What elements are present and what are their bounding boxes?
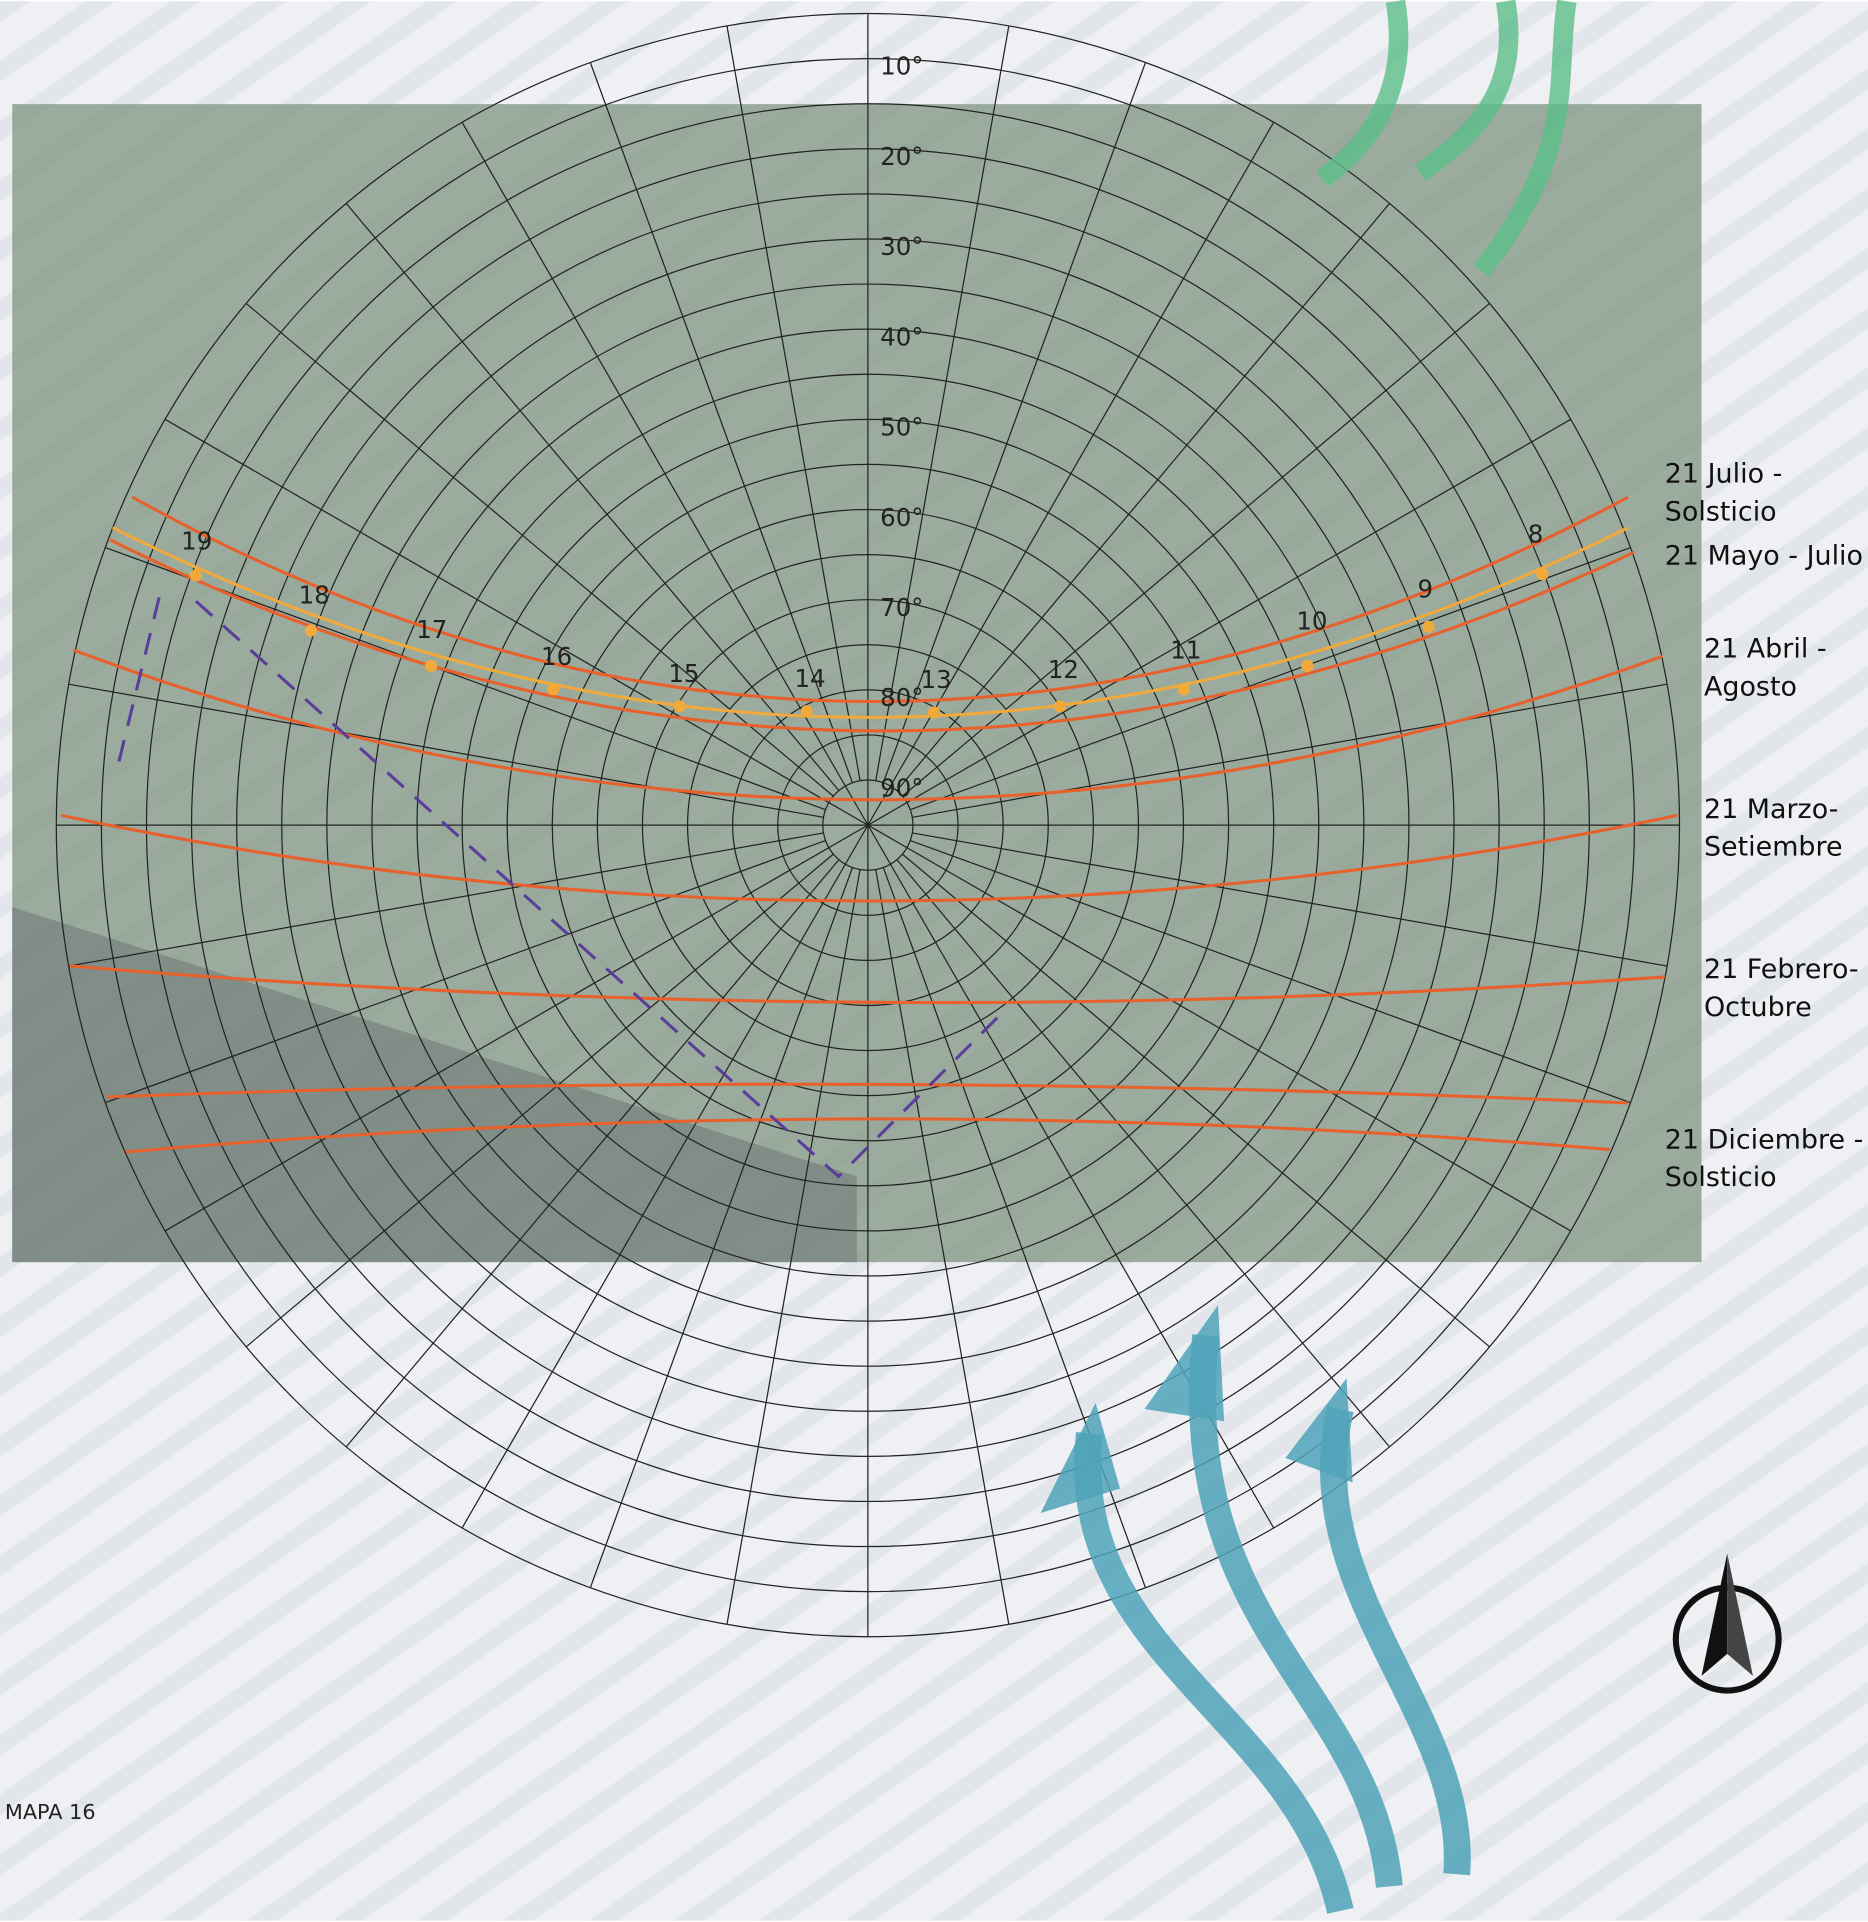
- hour-dot: [1301, 659, 1314, 673]
- hour-dot: [1177, 683, 1190, 696]
- sun-path-curve: [131, 495, 1629, 703]
- hour-label: 16: [541, 642, 572, 671]
- azimuth-line: [882, 62, 1147, 783]
- hour-label: 10: [1296, 606, 1327, 635]
- date-label: 21 Julio -: [1665, 458, 1783, 489]
- azimuth-line: [726, 25, 861, 781]
- sun-path-curve: [125, 1117, 1610, 1154]
- azimuth-line: [461, 824, 869, 1529]
- date-label: 21 Mayo - Julio: [1665, 540, 1863, 571]
- azimuth-line: [902, 302, 1491, 797]
- altitude-label: 10°: [880, 52, 923, 81]
- hour-dot: [424, 659, 438, 673]
- altitude-label: 80°: [880, 683, 923, 712]
- altitude-label: 40°: [880, 322, 923, 351]
- wind-arrows-north: [1316, 0, 1577, 277]
- sun-paths: [60, 495, 1678, 1154]
- sun-path-curve: [60, 813, 1678, 903]
- date-label: 21 Abril -: [1704, 633, 1827, 664]
- date-label: Setiembre: [1704, 832, 1843, 863]
- azimuth-line: [345, 203, 840, 791]
- hour-label: 8: [1528, 519, 1544, 548]
- date-label: Octubre: [1704, 992, 1812, 1023]
- date-label: Solsticio: [1665, 496, 1777, 527]
- hour-dot: [304, 624, 318, 637]
- azimuth-line: [589, 867, 854, 1588]
- azimuth-line: [461, 121, 869, 826]
- hour-dot: [1053, 700, 1067, 713]
- altitude-label: 20°: [880, 142, 923, 171]
- footer: MAPA 16: [5, 1800, 96, 1824]
- site-boundary: [114, 597, 999, 1179]
- altitude-label: 30°: [880, 232, 923, 261]
- azimuth-line: [910, 546, 1631, 811]
- hour-dot: [673, 700, 686, 713]
- azimuth-line: [245, 853, 834, 1348]
- azimuth-line: [589, 62, 854, 783]
- azimuth-line: [875, 869, 1010, 1625]
- date-label: 21 Febrero-: [1704, 954, 1859, 985]
- azimuth-line: [726, 869, 861, 1625]
- azimuth-line: [164, 418, 869, 826]
- hour-label: 18: [299, 581, 330, 610]
- hour-dot: [547, 683, 560, 696]
- date-label: Agosto: [1704, 671, 1797, 702]
- hour-label: 15: [668, 659, 699, 688]
- polar-grid: [55, 12, 1681, 1638]
- date-label: Solsticio: [1665, 1162, 1777, 1193]
- azimuth-line: [105, 839, 826, 1104]
- sun-path-curve: [109, 538, 1635, 733]
- azimuth-line: [345, 859, 840, 1448]
- azimuth-line: [875, 25, 1010, 781]
- hour-label: 13: [921, 665, 952, 694]
- wind-arrow-heads: [1040, 1304, 1353, 1514]
- hour-label: 12: [1048, 655, 1079, 684]
- date-label: 21 Marzo-: [1704, 794, 1838, 825]
- azimuth-line: [245, 302, 834, 797]
- hour-dot: [1536, 568, 1549, 581]
- wind-arrows-south: [1074, 1334, 1471, 1914]
- sun-path-curve: [111, 526, 1629, 719]
- hour-label: 14: [794, 664, 825, 693]
- hour-label: 17: [416, 615, 447, 644]
- azimuth-line: [896, 203, 1391, 791]
- azimuth-line: [68, 832, 824, 967]
- azimuth-line: [912, 832, 1668, 967]
- hour-dot: [1422, 620, 1435, 633]
- date-label: 21 Diciembre -: [1665, 1124, 1864, 1155]
- altitude-label: 60°: [880, 503, 923, 532]
- sun-path-curve: [72, 648, 1663, 802]
- azimuth-line: [867, 418, 1572, 826]
- azimuth-line: [164, 824, 869, 1232]
- azimuth-line: [68, 683, 824, 818]
- hour-label: 9: [1418, 574, 1434, 603]
- beach: [12, 907, 857, 1263]
- altitude-label: 70°: [880, 593, 923, 622]
- hour-label: 11: [1170, 636, 1201, 665]
- azimuth-line: [902, 853, 1491, 1348]
- azimuth-line: [896, 859, 1391, 1448]
- azimuth-line: [867, 824, 1572, 1232]
- sun-path-curve: [107, 1082, 1629, 1105]
- hour-dot: [800, 705, 813, 718]
- altitude-label: 50°: [880, 413, 923, 442]
- azimuth-line: [910, 839, 1631, 1104]
- hour-dot: [189, 569, 202, 582]
- sun-path-curve: [69, 964, 1665, 1005]
- hour-dot: [927, 706, 941, 719]
- hour-label: 19: [181, 527, 212, 556]
- altitude-label: 90°: [880, 773, 923, 802]
